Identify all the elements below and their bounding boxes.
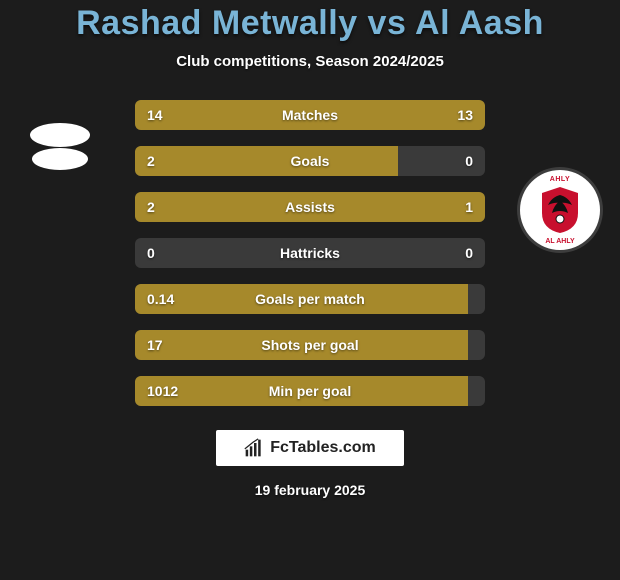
stat-row: 0.14Goals per match [135, 284, 485, 314]
subtitle: Club competitions, Season 2024/2025 [176, 53, 444, 70]
stat-label: Goals [135, 153, 485, 169]
comparison-card: Rashad Metwally vs Al Aash Club competit… [0, 0, 620, 580]
avatar-placeholder-icon [30, 123, 90, 147]
stat-label: Assists [135, 199, 485, 215]
chart-area: AHLY AL AHLY 14Matches13 2Goals0 2Assists1… [0, 100, 620, 406]
stat-rows: 14Matches132Goals02Assists10Hattricks00.… [135, 100, 485, 406]
stat-label: Goals per match [135, 291, 485, 307]
stat-row: 14Matches13 [135, 100, 485, 130]
stat-row: 1012Min per goal [135, 376, 485, 406]
badge-bottom-text: AL AHLY [520, 238, 600, 245]
branding-text: FcTables.com [270, 439, 376, 457]
eagle-shield-icon [538, 185, 582, 235]
branding-badge: FcTables.com [216, 430, 404, 466]
stat-value-right: 1 [465, 199, 485, 215]
al-ahly-badge-icon: AHLY AL AHLY [520, 170, 600, 250]
stat-row: 2Assists1 [135, 192, 485, 222]
stat-label: Shots per goal [135, 337, 485, 353]
badge-top-text: AHLY [520, 176, 600, 183]
player-right-club-badge: AHLY AL AHLY [520, 170, 600, 250]
stat-row: 17Shots per goal [135, 330, 485, 360]
stat-value-right: 0 [465, 153, 485, 169]
stat-value-right: 0 [465, 245, 485, 261]
player-left-avatar [20, 100, 100, 180]
stat-value-right: 13 [457, 107, 485, 123]
stat-label: Min per goal [135, 383, 485, 399]
stat-row: 2Goals0 [135, 146, 485, 176]
date-text: 19 february 2025 [255, 482, 366, 498]
stat-row: 0Hattricks0 [135, 238, 485, 268]
stat-label: Matches [135, 107, 485, 123]
stat-label: Hattricks [135, 245, 485, 261]
bar-chart-icon [244, 438, 264, 458]
page-title: Rashad Metwally vs Al Aash [76, 4, 544, 43]
